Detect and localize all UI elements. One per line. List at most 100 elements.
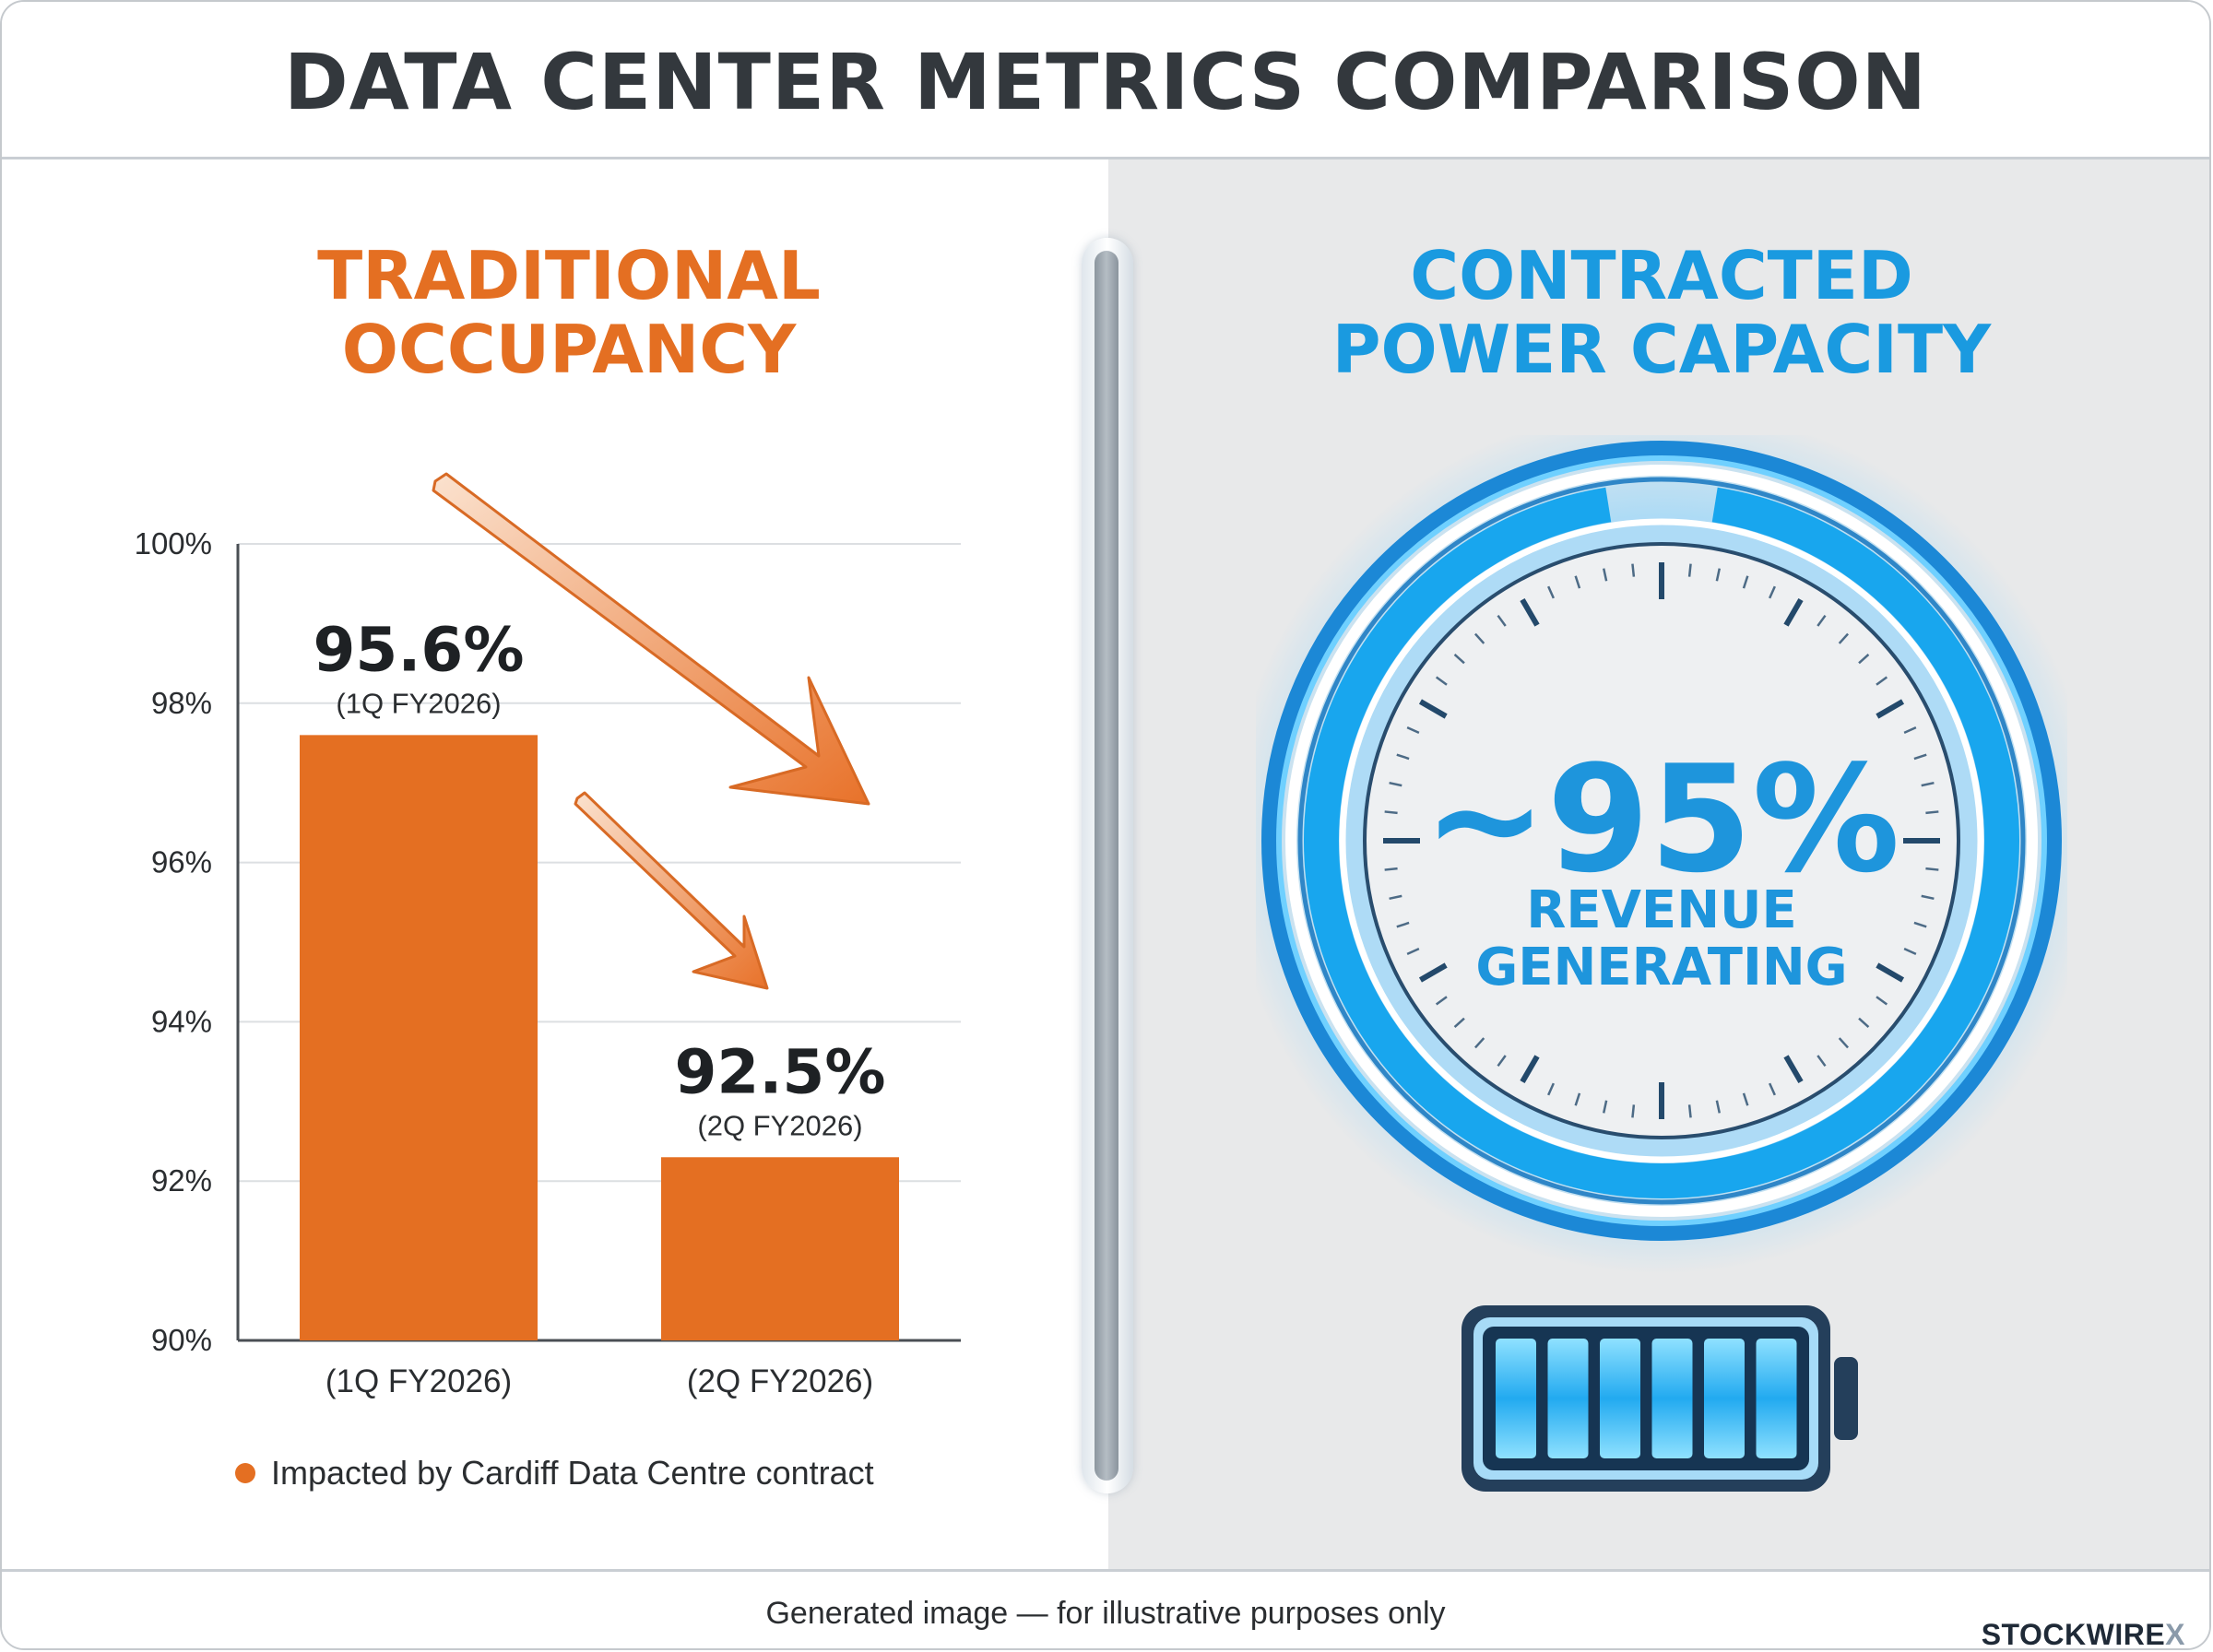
gauge-tick xyxy=(1497,614,1507,627)
gauge-tick xyxy=(1838,1037,1850,1049)
battery-icon xyxy=(1462,1305,1858,1492)
gauge-tick xyxy=(1876,676,1888,686)
gauge-tick xyxy=(1435,676,1448,686)
gauge-tick xyxy=(1783,1055,1804,1084)
gauge-value: ~95% xyxy=(1423,733,1899,905)
trend-arrow-large xyxy=(432,472,870,806)
gauge-tick xyxy=(1858,653,1870,665)
gauge-tick xyxy=(1520,1055,1540,1084)
bar xyxy=(661,1157,899,1340)
gauge-tick xyxy=(1742,575,1749,589)
gauge-tick xyxy=(1602,1100,1608,1114)
gauge-tick xyxy=(1903,726,1917,735)
gauge-tick xyxy=(1602,568,1608,582)
gauge-tick xyxy=(1473,632,1485,644)
battery-cell xyxy=(1756,1339,1797,1458)
y-tick-label: 96% xyxy=(151,845,212,879)
gauge-tick xyxy=(1389,894,1402,901)
gauge-tick xyxy=(1418,962,1448,983)
gauge-tick xyxy=(1406,947,1420,955)
gauge-tick xyxy=(1389,781,1402,787)
gauge-outer-ring xyxy=(1261,441,2062,1241)
x-category-label: (2Q FY2026) xyxy=(687,1363,873,1399)
gauge-dial-face xyxy=(1363,542,1960,1139)
battery-cell xyxy=(1547,1339,1589,1458)
gauge-tick xyxy=(1384,810,1398,815)
gauge-tick xyxy=(1768,585,1776,599)
gauge-tick xyxy=(1547,1082,1556,1096)
y-tick-label: 90% xyxy=(151,1323,212,1357)
header: DATA CENTER METRICS COMPARISON xyxy=(2,2,2209,159)
x-category-label: (1Q FY2026) xyxy=(325,1363,512,1399)
gauge-tick xyxy=(1453,653,1465,665)
bar-sublabel: (1Q FY2026) xyxy=(336,687,501,719)
gauge-tick xyxy=(1520,597,1540,627)
panel-divider xyxy=(1082,238,1133,1493)
left-title-line1: TRADITIONAL xyxy=(317,237,821,314)
legend-label: Impacted by Cardiff Data Centre contract xyxy=(271,1454,874,1492)
footer-note: Generated image — for illustrative purpo… xyxy=(765,1596,1446,1631)
right-title-line2: POWER CAPACITY xyxy=(1331,311,1992,388)
battery-cell xyxy=(1496,1339,1536,1458)
gauge-tick xyxy=(1876,962,1905,983)
brand-name: STOCKWIRE xyxy=(1981,1618,2166,1650)
gauge-tick xyxy=(1858,1017,1870,1029)
gauge-tick xyxy=(1406,726,1420,735)
gauge-tick xyxy=(1876,699,1905,719)
gauge-tick xyxy=(1687,1104,1692,1118)
y-tick-label: 100% xyxy=(135,526,212,560)
battery-cell xyxy=(1651,1339,1693,1458)
left-panel-title: TRADITIONAL OCCUPANCY xyxy=(57,239,1081,386)
right-panel-title: CONTRACTED POWER CAPACITY xyxy=(1118,239,2206,386)
gauge-tick xyxy=(1418,699,1448,719)
occupancy-bar-chart: 90%92%94%96%98%100%95.6%(1Q FY2026)(1Q F… xyxy=(135,472,961,1492)
gauge-tick xyxy=(1925,810,1939,815)
left-title-line2: OCCUPANCY xyxy=(341,311,797,388)
gauge-tick xyxy=(1396,921,1410,928)
gauge-tick xyxy=(1547,585,1556,599)
gauge-tick xyxy=(1742,1092,1749,1106)
bar-value-label: 92.5% xyxy=(675,1036,886,1107)
gauge-tick xyxy=(1838,632,1850,644)
bar-value-label: 95.6% xyxy=(314,614,525,685)
gauge-tick xyxy=(1715,1100,1722,1114)
page-title: DATA CENTER METRICS COMPARISON xyxy=(284,37,1927,127)
gauge-tick xyxy=(1913,921,1927,928)
gauge-tick xyxy=(1921,781,1935,787)
gauge-tick xyxy=(1903,947,1917,955)
y-tick-label: 98% xyxy=(151,686,212,720)
y-tick-label: 94% xyxy=(151,1004,212,1038)
gauge-tick xyxy=(1574,575,1581,589)
gauge-label-line2: GENERATING xyxy=(1475,938,1847,997)
gauge-tick xyxy=(1876,996,1888,1006)
gauge-ticks xyxy=(1383,562,1940,1119)
brand-mark: X xyxy=(2165,1618,2185,1650)
bar xyxy=(300,735,538,1340)
battery-cell xyxy=(1704,1339,1745,1458)
brand-logo: STOCKWIREX xyxy=(1981,1618,2185,1650)
gauge-icon: ~95% REVENUE GENERATING xyxy=(1256,435,2067,1492)
gauge-tick xyxy=(1768,1082,1776,1096)
gauge-tick xyxy=(1631,563,1636,577)
gauge-tick xyxy=(1497,1055,1507,1068)
bar-sublabel: (2Q FY2026) xyxy=(697,1109,862,1141)
gauge-tick xyxy=(1783,597,1804,627)
gauge-tick xyxy=(1453,1017,1465,1029)
gauge-tick xyxy=(1631,1104,1636,1118)
gauge-tick xyxy=(1925,867,1939,871)
y-tick-label: 92% xyxy=(151,1163,212,1198)
battery-cell xyxy=(1600,1339,1640,1458)
gauge-tick xyxy=(1574,1092,1581,1106)
footer: Generated image — for illustrative purpo… xyxy=(2,1569,2209,1650)
gauge-tick xyxy=(1687,563,1692,577)
gauge-tick xyxy=(1384,867,1398,871)
gauge-tick xyxy=(1913,753,1927,761)
gauge-tick xyxy=(1396,753,1410,761)
gauge-tick xyxy=(1817,1055,1827,1068)
legend-marker xyxy=(235,1463,255,1483)
gauge-tick xyxy=(1817,614,1827,627)
gauge-tick xyxy=(1921,894,1935,901)
gauge-label-line1: REVENUE xyxy=(1526,880,1797,940)
trend-arrow-small xyxy=(574,791,769,990)
